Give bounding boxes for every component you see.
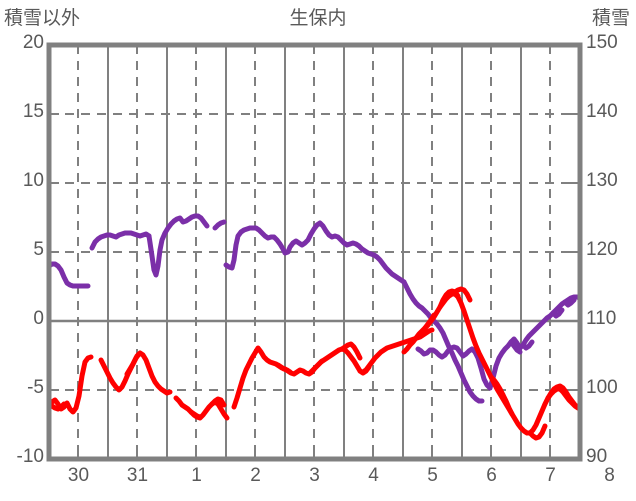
series-line-snow — [46, 213, 583, 404]
right-tick-130: 130 — [586, 170, 618, 191]
x-tick-30: 30 — [67, 465, 90, 486]
right-tick-110: 110 — [586, 308, 617, 329]
series-line-other — [46, 286, 583, 441]
left-tick-5: 5 — [33, 239, 44, 260]
x-tick-6: 6 — [486, 465, 497, 486]
x-tick-7: 7 — [545, 465, 556, 486]
x-tick-5: 5 — [427, 465, 438, 486]
horizontal-gridlines — [49, 113, 580, 391]
x-tick-8: 8 — [604, 465, 615, 486]
left-tick--10: -10 — [16, 446, 44, 467]
page-title: 生保内 — [289, 8, 347, 29]
x-tick-4: 4 — [368, 465, 379, 486]
right-tick-150: 150 — [586, 32, 618, 53]
x-tick-1: 1 — [191, 465, 202, 486]
right-tick-120: 120 — [586, 239, 618, 260]
left-tick-0: 0 — [33, 308, 44, 329]
right-axis-title: 積雪 — [591, 8, 630, 29]
right-tick-140: 140 — [586, 101, 618, 122]
x-tick-31: 31 — [126, 465, 149, 486]
left-tick-20: 20 — [22, 32, 44, 53]
x-tick-3: 3 — [309, 465, 320, 486]
left-axis-title: 積雪以外 — [4, 8, 81, 29]
axis-tick-marks — [48, 44, 581, 460]
right-tick-90: 90 — [586, 446, 608, 467]
right-tick-100: 100 — [586, 377, 618, 398]
left-tick-10: 10 — [22, 170, 44, 191]
x-tick-2: 2 — [250, 465, 261, 486]
left-tick-15: 15 — [22, 101, 44, 122]
left-tick--5: -5 — [27, 377, 44, 398]
